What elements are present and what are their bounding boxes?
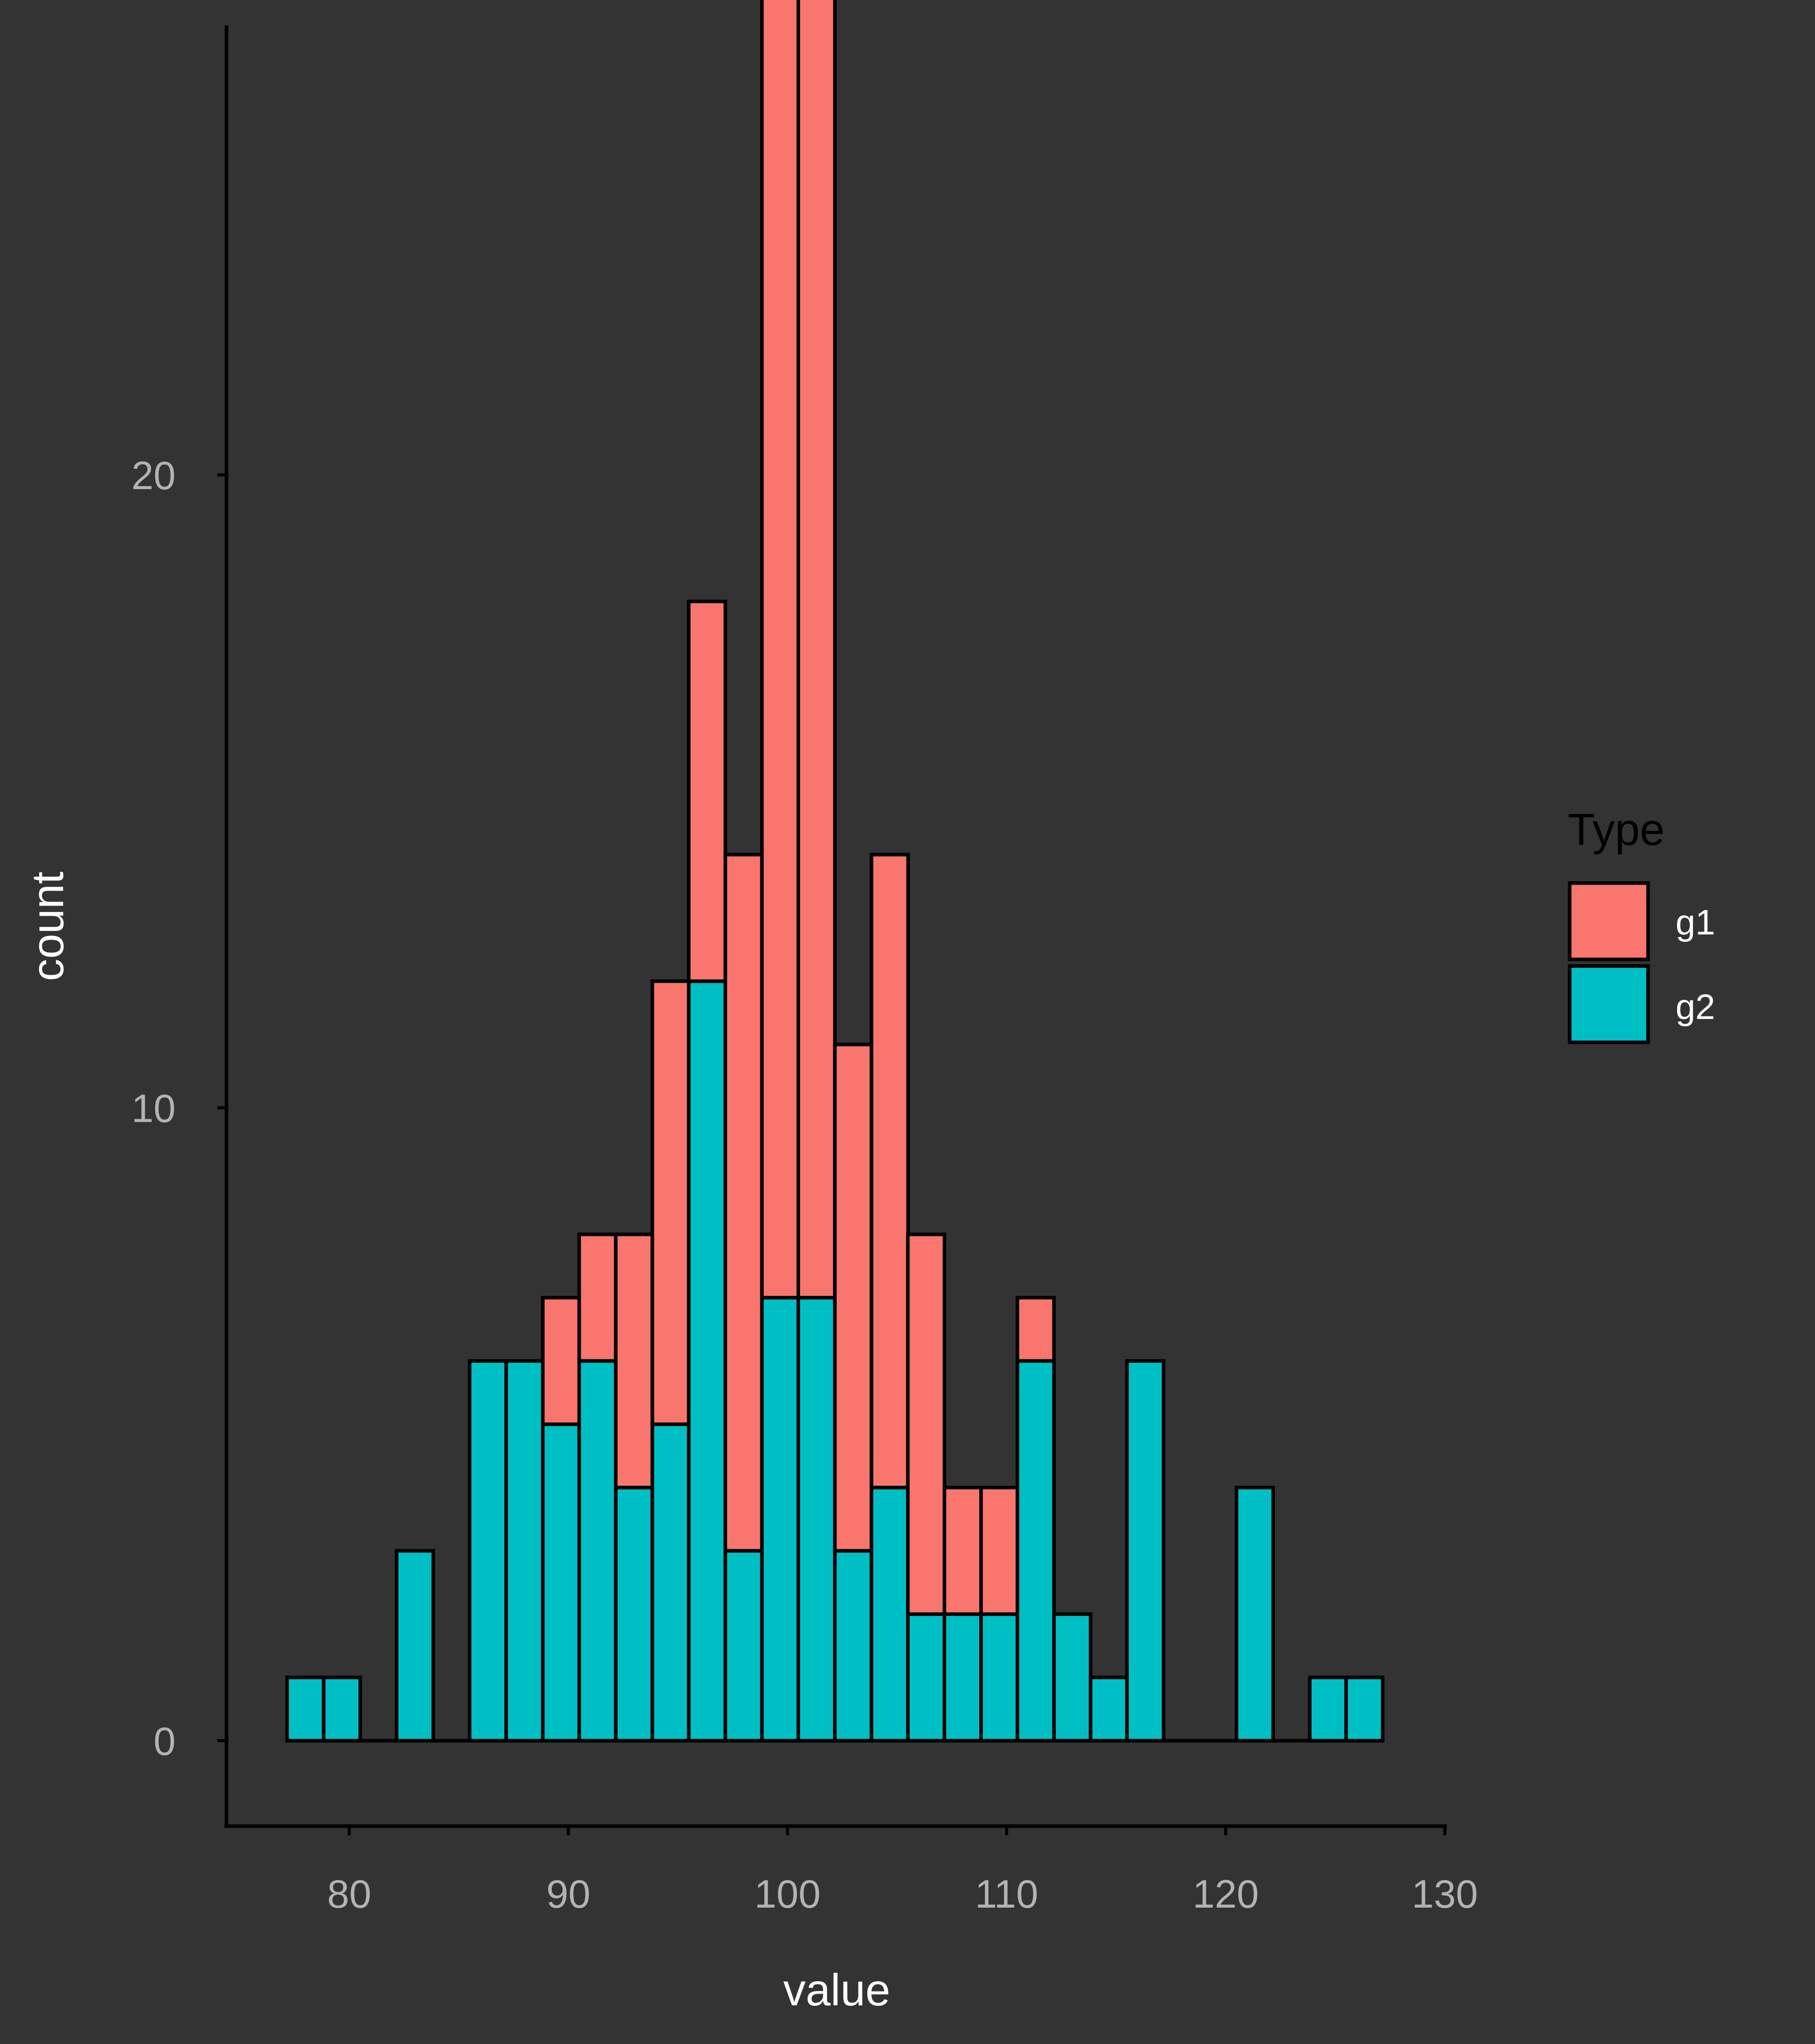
legend: Type g1 g2: [1568, 804, 1715, 1044]
x-ticks-layer: 80 90 100 110 120 130: [327, 1826, 1478, 1916]
x-tick-label-5: 130: [1412, 1871, 1478, 1916]
bar-g2-8: [577, 1359, 618, 1743]
bar-g2-3: [394, 1549, 435, 1743]
bar-g1-20: [1015, 1296, 1056, 1363]
bars-layer: [285, 0, 1385, 1743]
bar-g2-26: [1234, 1486, 1275, 1743]
bar-g2-28: [1308, 1676, 1348, 1743]
bar-g1-16: [869, 853, 910, 1490]
bar-g2-11: [687, 979, 727, 1743]
x-tick-label-3: 110: [975, 1871, 1038, 1916]
legend-key-g1: [1568, 881, 1650, 961]
x-tick-label-4: 120: [1193, 1871, 1259, 1916]
x-tick-label-2: 100: [754, 1871, 820, 1916]
bar-g2-19: [979, 1612, 1019, 1743]
bar-g1-9: [614, 1232, 655, 1490]
bar-g1-19: [979, 1486, 1019, 1616]
y-tick-label-2: 20: [131, 453, 176, 498]
bar-g2-18: [943, 1612, 983, 1743]
bar-g1-10: [650, 979, 691, 1426]
bar-g2-15: [833, 1549, 873, 1743]
x-tick-label-0: 80: [327, 1871, 372, 1916]
bar-g2-16: [869, 1486, 910, 1743]
legend-label-g1: g1: [1676, 902, 1715, 942]
bar-g2-13: [760, 1296, 801, 1743]
x-axis-title: value: [783, 1965, 890, 2015]
bar-g1-17: [906, 1232, 947, 1616]
bar-g1-15: [833, 1042, 873, 1553]
bar-g2-21: [1052, 1612, 1093, 1743]
legend-label-g2: g2: [1676, 987, 1715, 1027]
legend-key-g2: [1568, 964, 1650, 1044]
bar-g1-12: [723, 853, 764, 1553]
bar-g2-23: [1125, 1359, 1166, 1743]
bar-g2-22: [1089, 1676, 1129, 1743]
y-ticks-layer: 0 10 20: [131, 453, 226, 1764]
bar-g2-5: [468, 1359, 508, 1743]
y-tick-label-1: 10: [131, 1086, 176, 1131]
y-axis-title: count: [22, 871, 73, 981]
bar-g2-6: [504, 1359, 545, 1743]
bar-g2-10: [650, 1422, 691, 1743]
bar-g1-8: [577, 1232, 618, 1363]
bar-g1-7: [541, 1296, 581, 1426]
bar-g1-14: [796, 0, 837, 1300]
bar-g2-0: [285, 1676, 326, 1743]
y-tick-label-0: 0: [154, 1719, 176, 1764]
bar-g2-1: [322, 1676, 362, 1743]
x-tick-label-1: 90: [546, 1871, 590, 1916]
bar-g1-18: [943, 1486, 983, 1616]
bar-g1-11: [687, 600, 727, 983]
bar-g2-17: [906, 1612, 947, 1743]
bar-g2-29: [1344, 1676, 1385, 1743]
legend-title: Type: [1568, 804, 1665, 855]
bar-g2-20: [1015, 1359, 1056, 1743]
bar-g1-13: [760, 0, 801, 1300]
bar-g2-14: [796, 1296, 837, 1743]
bar-g2-12: [723, 1549, 764, 1743]
bar-g2-7: [541, 1422, 581, 1743]
bar-g2-9: [614, 1486, 655, 1743]
